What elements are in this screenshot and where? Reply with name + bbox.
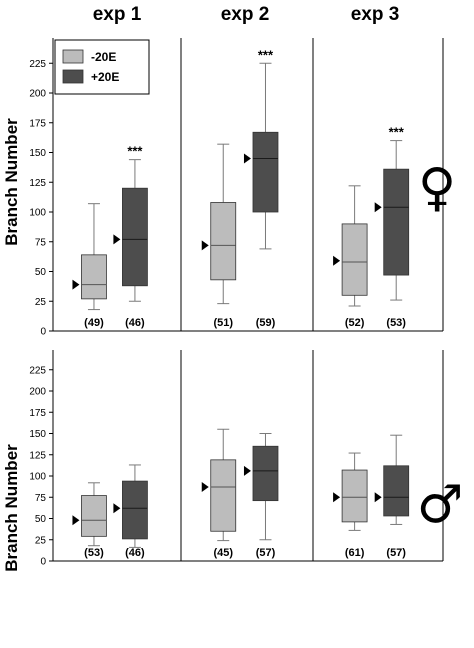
- sample-size-label: (53): [84, 547, 104, 559]
- iqr-box: [210, 202, 237, 281]
- y-tick-label: 50: [35, 267, 47, 278]
- mean-marker: [333, 492, 341, 503]
- iqr-box: [81, 254, 107, 300]
- y-tick-label: 225: [29, 59, 46, 70]
- box-plus20e: (57): [374, 434, 410, 559]
- significance-label: ***: [258, 47, 274, 62]
- iqr-box: [383, 168, 410, 276]
- y-tick-label: 0: [40, 327, 46, 338]
- sample-size-label: (59): [256, 317, 276, 329]
- legend-frame: [54, 39, 150, 95]
- box-plus20e: (53) ***: [374, 125, 410, 329]
- y-tick-label: 50: [35, 514, 47, 525]
- y-axis-label-female: Branch Number: [2, 118, 21, 246]
- significance-label: ***: [127, 144, 143, 159]
- mean-marker: [72, 279, 80, 290]
- iqr-box: [122, 480, 148, 540]
- panel-male-exp1: (53) (46): [72, 464, 148, 559]
- legend-label: +20E: [91, 70, 119, 84]
- mean-marker: [201, 240, 209, 251]
- y-tick-label: 125: [29, 178, 46, 189]
- y-tick-label: 25: [35, 297, 47, 308]
- mean-marker: [201, 482, 209, 493]
- sample-size-label: (52): [345, 317, 365, 329]
- box-plus20e: (59) ***: [243, 47, 279, 329]
- y-tick-label: 200: [29, 387, 46, 398]
- box-minus20e: (61): [333, 452, 368, 559]
- y-tick-label: 75: [35, 237, 47, 248]
- y-tick-label: 150: [29, 148, 46, 159]
- exp-title-2: exp 2: [221, 4, 270, 25]
- male-symbol-icon: ♂: [417, 475, 464, 535]
- legend-swatch: [62, 69, 84, 84]
- sample-size-label: (49): [84, 317, 104, 329]
- panel-male-exp3: (61) (57): [333, 434, 410, 559]
- box-minus20e: (49): [72, 203, 107, 329]
- box-minus20e: (52): [333, 185, 368, 329]
- exp-title-3: exp 3: [351, 4, 400, 25]
- mean-marker: [374, 492, 382, 503]
- iqr-box: [122, 187, 148, 287]
- mean-marker: [243, 153, 251, 164]
- iqr-box: [252, 445, 279, 502]
- iqr-box: [81, 495, 107, 537]
- panel-female-exp2: (51) (59) ***: [201, 47, 279, 329]
- sample-size-label: (57): [386, 547, 406, 559]
- box-minus20e: (45): [201, 428, 237, 559]
- y-tick-label: 200: [29, 89, 46, 100]
- panel-female-exp3: (52) (53) ***: [333, 125, 410, 329]
- y-tick-label: 175: [29, 408, 46, 419]
- iqr-box: [210, 459, 237, 532]
- y-tick-label: 225: [29, 365, 46, 376]
- experiment-titles: exp 1 exp 2 exp 3: [93, 4, 400, 25]
- panel-female-exp1: (49) (46) ***: [72, 144, 148, 329]
- sample-size-label: (53): [386, 317, 406, 329]
- female-symbol-icon: ♀: [418, 158, 456, 218]
- sample-size-label: (45): [213, 547, 233, 559]
- box-plus20e: (57): [243, 433, 279, 559]
- iqr-box: [341, 469, 368, 523]
- y-tick-label: 150: [29, 429, 46, 440]
- legend-label: -20E: [91, 50, 116, 64]
- iqr-box: [341, 223, 368, 296]
- iqr-box: [383, 465, 410, 517]
- exp-title-1: exp 1: [93, 4, 142, 25]
- sample-size-label: (46): [125, 547, 145, 559]
- y-tick-label: 100: [29, 472, 46, 483]
- row-male: 0 25 50 75 100 125 150 175 200 225 (53) (46) (45) (57…: [29, 350, 444, 568]
- y-tick-label: 0: [40, 557, 46, 568]
- mean-marker: [333, 255, 341, 266]
- sample-size-label: (46): [125, 317, 145, 329]
- sample-size-label: (51): [213, 317, 233, 329]
- mean-marker: [113, 234, 121, 245]
- mean-marker: [243, 465, 251, 476]
- y-tick-label: 100: [29, 208, 46, 219]
- mean-marker: [72, 515, 80, 526]
- box-plus20e: (46) ***: [113, 144, 148, 329]
- sample-size-label: (57): [256, 547, 276, 559]
- box-plus20e: (46): [113, 464, 148, 559]
- y-tick-label: 175: [29, 118, 46, 129]
- y-tick-label: 125: [29, 450, 46, 461]
- panel-male-exp2: (45) (57): [201, 428, 279, 559]
- iqr-box: [252, 131, 279, 213]
- sample-size-label: (61): [345, 547, 365, 559]
- legend-swatch: [62, 49, 84, 64]
- box-minus20e: (53): [72, 482, 107, 559]
- mean-marker: [113, 503, 121, 514]
- box-minus20e: (51): [201, 143, 237, 329]
- y-tick-label: 25: [35, 535, 47, 546]
- y-tick-label: 75: [35, 493, 47, 504]
- y-axis-label-male: Branch Number: [2, 444, 21, 572]
- significance-label: ***: [389, 125, 405, 140]
- mean-marker: [374, 202, 382, 213]
- legend: -20E +20E: [54, 39, 150, 95]
